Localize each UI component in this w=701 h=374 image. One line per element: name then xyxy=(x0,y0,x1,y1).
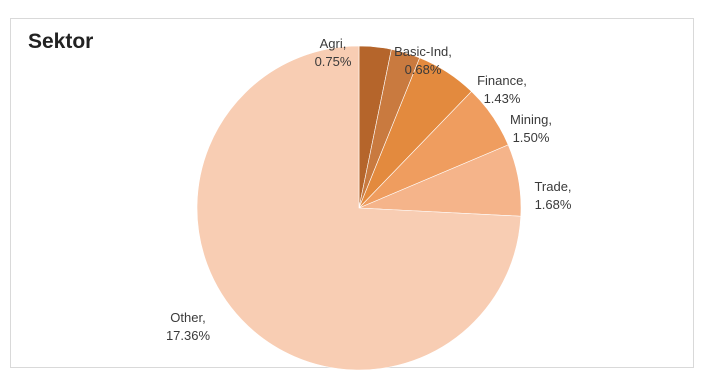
slice-label-mining: Mining, 1.50% xyxy=(510,112,552,145)
slice-label-agri: Agri, 0.75% xyxy=(315,36,352,69)
chart-title: Sektor xyxy=(28,30,94,53)
slice-label-finance: Finance, 1.43% xyxy=(477,73,527,106)
slice-label-other: Other, 17.36% xyxy=(166,310,211,343)
slice-label-basic-ind: Basic-Ind, 0.68% xyxy=(394,44,452,77)
pie-slice-other xyxy=(196,45,522,371)
slice-label-trade: Trade, 1.68% xyxy=(534,179,571,212)
